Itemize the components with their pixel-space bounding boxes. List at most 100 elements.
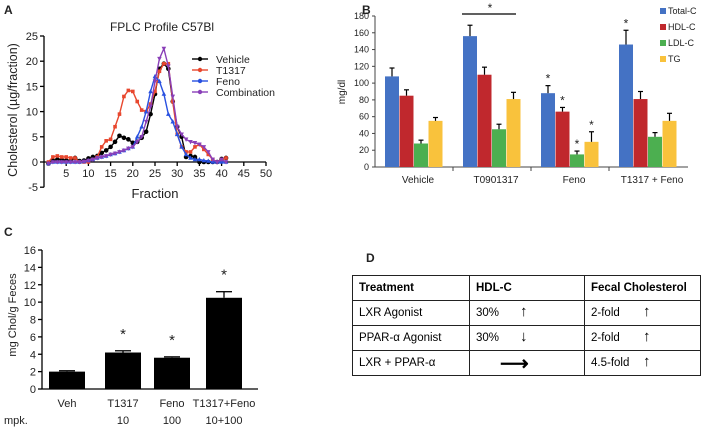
data-point (202, 147, 206, 152)
arrow-up-icon: ↑ (643, 353, 651, 370)
cell-hdl: ⟶ (469, 350, 585, 376)
data-point (219, 157, 224, 162)
cell-treatment-text: PPAR-α Agonist (359, 332, 442, 344)
bar-hdl-c (477, 74, 492, 167)
legend-swatch-hdl-c (660, 24, 666, 30)
data-point (59, 155, 64, 159)
header-treatment: Treatment (352, 275, 470, 301)
data-point (103, 148, 109, 153)
significance-star: * (120, 326, 126, 343)
data-point (55, 160, 60, 165)
data-point (108, 152, 113, 157)
data-point (188, 155, 193, 160)
legend-marker (197, 78, 203, 84)
data-point (99, 155, 105, 160)
bar-hdl-c (633, 99, 648, 167)
data-point (170, 99, 175, 104)
x-category-label: T0901317 (473, 175, 518, 186)
data-point (135, 99, 140, 104)
dose-label: 100 (163, 415, 181, 427)
x-category-label: T1317 + Feno (621, 175, 684, 186)
x-category-label: T1317 (107, 398, 138, 410)
bar-total-c (385, 76, 399, 167)
y-tick-label: 15 (26, 81, 38, 93)
table-header-row: Treatment HDL-C Fecal Cholesterol (352, 275, 701, 301)
series-line-feno (48, 74, 227, 165)
legend-label: HDL-C (668, 22, 696, 32)
data-point (55, 154, 60, 158)
x-category-label: T1317+Feno (193, 398, 256, 410)
cell-hdl: 30% ↑ (469, 300, 585, 326)
data-point (184, 150, 188, 154)
cell-fecal-text: 2-fold (591, 332, 620, 344)
x-tick-label: 35 (193, 168, 205, 180)
cell-fecal: 4.5-fold ↑ (584, 350, 701, 376)
significance-star: * (546, 72, 551, 86)
data-point (192, 141, 198, 146)
data-point (214, 160, 220, 165)
dose-label: 10+100 (205, 415, 242, 427)
chart-a-ylabel: Cholesterol (µg/fraction) (6, 43, 20, 177)
significance-star: * (589, 118, 594, 132)
y-tick-label: 140 (354, 45, 369, 55)
data-point (117, 112, 122, 116)
y-tick-label: 10 (26, 107, 38, 119)
data-point (223, 160, 229, 165)
bar-total-c (619, 44, 633, 168)
data-point (77, 160, 82, 165)
header-hdl: HDL-C (469, 275, 585, 301)
significance-star: * (624, 16, 629, 30)
x-category-label: Veh (58, 398, 77, 410)
data-point (108, 144, 113, 150)
data-point (188, 140, 193, 145)
cell-treatment: LXR + PPAR-α (352, 350, 470, 376)
cell-fecal: 2-fold ↑ (584, 325, 701, 351)
data-point (130, 145, 136, 150)
data-point (179, 132, 184, 137)
data-point (126, 88, 131, 93)
x-tick-label: 10 (82, 168, 94, 180)
summary-table: Treatment HDL-C Fecal Cholesterol LXR Ag… (352, 275, 701, 376)
data-point (117, 150, 122, 155)
data-point (51, 155, 55, 159)
data-point (179, 144, 184, 149)
y-tick-label: 100 (354, 78, 369, 88)
bar-hdl-c (399, 95, 414, 167)
data-point (193, 145, 197, 149)
y-tick-label: 0 (364, 162, 369, 172)
data-point (162, 61, 166, 66)
series-line-t1317 (47, 63, 227, 163)
data-point (148, 104, 153, 110)
y-tick-label: 160 (354, 28, 369, 38)
x-tick-label: 40 (215, 168, 227, 180)
bar-tg (662, 120, 677, 167)
dose-row-label: mpk. (4, 415, 28, 427)
significance-star: * (560, 93, 565, 107)
legend-marker (197, 89, 203, 95)
x-category-label: Feno (563, 175, 586, 186)
data-point (112, 139, 118, 145)
data-point (63, 160, 69, 165)
significance-star: * (169, 332, 175, 349)
y-tick-label: 8 (30, 315, 36, 327)
bar-feno (154, 357, 190, 389)
y-tick-label: 40 (359, 128, 369, 138)
bar-t1317 (105, 352, 141, 389)
cell-fecal-text: 2-fold (591, 307, 620, 319)
data-point (206, 152, 211, 157)
header-fecal: Fecal Cholesterol (584, 275, 701, 301)
legend-marker (197, 67, 203, 73)
data-point (188, 150, 193, 154)
chart-c-ylabel: mg Chol/g Feces (7, 273, 19, 357)
x-category-label: Vehicle (402, 175, 435, 186)
x-tick-label: 15 (104, 168, 116, 180)
bar-ldl-c (648, 136, 662, 167)
y-tick-label: 6 (30, 332, 36, 344)
data-point (99, 150, 105, 156)
data-point (201, 145, 207, 150)
significance-star: * (575, 137, 580, 151)
data-point (197, 156, 202, 162)
bar-ldl-c (492, 129, 506, 167)
data-point (50, 160, 56, 165)
